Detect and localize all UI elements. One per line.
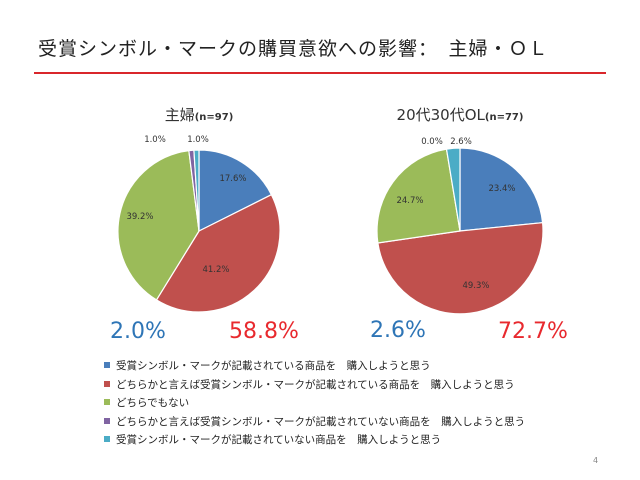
legend-label: どちらでもない	[116, 397, 190, 409]
pie2-summary-right: 72.7%	[498, 319, 568, 344]
pie1-summary-left: 2.0%	[110, 319, 166, 344]
legend-item: どちらかと言えば受賞シンボル・マークが記載されている商品を 購入しようと思う	[104, 376, 525, 395]
legend-item: 受賞シンボル・マークが記載されていない商品を 購入しようと思う	[104, 431, 525, 450]
legend-swatch	[104, 436, 110, 442]
pie1-summary-right: 58.8%	[229, 319, 299, 344]
pie2-slice-2	[377, 222, 544, 315]
legend: 受賞シンボル・マークが記載されている商品を 購入しようと思う どちらかと言えば受…	[104, 357, 525, 450]
pie2-slice-3	[376, 148, 461, 244]
pie1-slice-5	[193, 149, 200, 232]
pie2-title-main: 20代30代OL	[397, 106, 486, 124]
legend-label: どちらかと言えば受賞シンボル・マークが記載されていない商品を 購入しようと思う	[116, 415, 526, 428]
legend-label: どちらかと言えば受賞シンボル・マークが記載されている商品を 購入しようと思う	[116, 378, 515, 391]
pie1-slice-2	[155, 193, 281, 313]
pie2-slice-1	[459, 147, 544, 232]
legend-swatch	[104, 362, 110, 368]
pie1-data-label: 1.0%	[187, 135, 209, 145]
pie2-data-label: 24.7%	[396, 196, 423, 206]
legend-item: どちらでもない	[104, 394, 525, 413]
pie2-data-label: 23.4%	[488, 184, 515, 194]
title-rule	[34, 72, 606, 74]
legend-swatch	[104, 380, 110, 387]
pie1-slice-1	[198, 149, 273, 232]
legend-swatch	[104, 417, 110, 424]
pie2-data-label: 49.3%	[462, 281, 489, 291]
legend-item: どちらかと言えば受賞シンボル・マークが記載されていない商品を 購入しようと思う	[104, 413, 525, 432]
pie1-data-label: 41.2%	[202, 265, 229, 275]
slide-title: 受賞シンボル・マークの購買意欲への影響： 主婦・ＯＬ	[38, 38, 549, 60]
pie2-summary-left: 2.6%	[370, 318, 426, 343]
pie1-data-label: 17.6%	[219, 174, 246, 184]
pie2-title: 20代30代OL(n=77)	[397, 106, 524, 124]
pie1-title-main: 主婦	[165, 106, 195, 124]
legend-label: 受賞シンボル・マークが記載されている商品を 購入しようと思う	[116, 360, 431, 372]
pie2-title-note: (n=77)	[485, 112, 524, 123]
pie1-data-label: 1.0%	[144, 135, 166, 145]
pie2-slice-5	[445, 147, 461, 232]
legend-swatch	[104, 399, 110, 405]
pie2-data-label: 2.6%	[450, 137, 472, 147]
legend-item: 受賞シンボル・マークが記載されている商品を 購入しようと思う	[104, 357, 525, 376]
pie2-data-label: 0.0%	[421, 137, 443, 147]
pie1-title-note: (n=97)	[195, 112, 234, 123]
pie1-slice-3	[117, 149, 200, 301]
page-number: 4	[593, 456, 599, 465]
legend-label: 受賞シンボル・マークが記載されていない商品を 購入しようと思う	[116, 434, 442, 446]
pie1-title: 主婦(n=97)	[165, 106, 234, 124]
pie1-data-label: 39.2%	[126, 212, 153, 222]
